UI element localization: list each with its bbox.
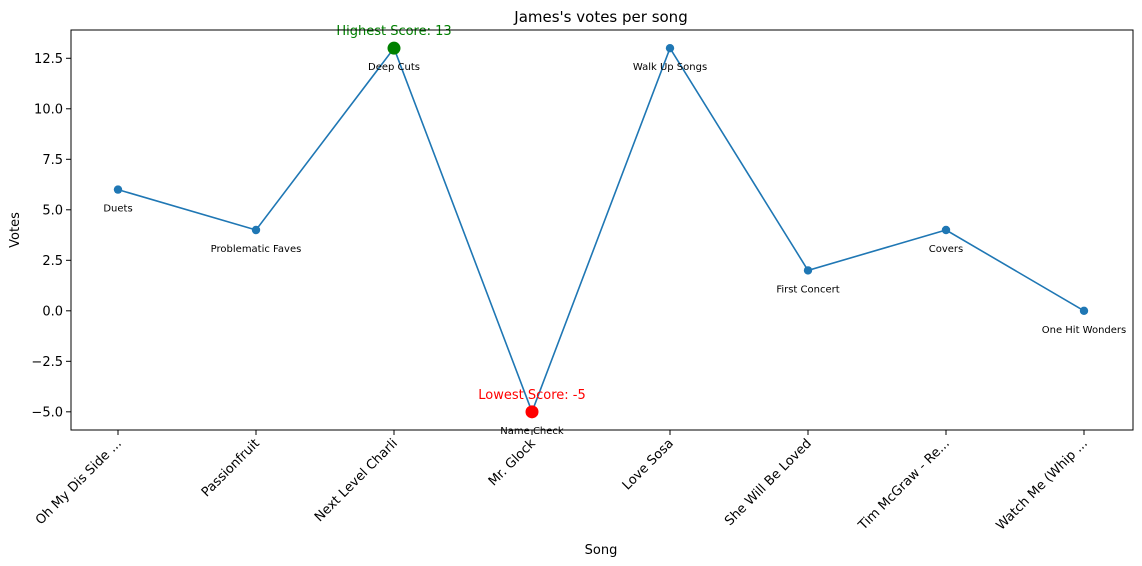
data-point bbox=[941, 225, 951, 235]
y-tick-label: 10.0 bbox=[34, 102, 63, 117]
data-point bbox=[251, 225, 261, 235]
x-tick-label: Passionfruit bbox=[199, 436, 263, 500]
point-label: First Concert bbox=[776, 284, 839, 295]
x-tick-label: Love Sosa bbox=[620, 436, 677, 493]
chart-title: James's votes per song bbox=[513, 8, 687, 26]
x-tick-label: Next Level Charli bbox=[312, 436, 401, 525]
x-axis-title: Song bbox=[585, 543, 618, 558]
x-tick-label: Mr. Glock bbox=[486, 436, 539, 489]
data-point bbox=[665, 43, 675, 53]
lowest-score-label: Lowest Score: -5 bbox=[478, 388, 586, 403]
point-label: Walk Up Songs bbox=[633, 62, 707, 73]
series-line bbox=[117, 46, 1085, 415]
x-tick-label: She Will Be Loved bbox=[722, 436, 815, 529]
data-point bbox=[1079, 306, 1089, 316]
x-tick-label: Tim McGraw - Re... bbox=[855, 436, 953, 534]
point-label: Duets bbox=[103, 204, 132, 215]
x-tick-label: Oh My Dis Side ... bbox=[33, 436, 125, 528]
x-tick-label: Watch Me (Whip ... bbox=[994, 436, 1091, 533]
y-tick-label: 2.5 bbox=[42, 254, 63, 269]
point-label: One Hit Wonders bbox=[1042, 325, 1127, 336]
data-point bbox=[113, 185, 123, 194]
highest-point bbox=[387, 41, 401, 55]
plot-frame bbox=[70, 29, 1134, 431]
point-label: Deep Cuts bbox=[368, 62, 420, 73]
highest-score-label: Highest Score: 13 bbox=[336, 24, 451, 39]
lowest-point bbox=[525, 405, 539, 419]
y-tick-label: −5.0 bbox=[31, 405, 63, 420]
y-tick-label: −2.5 bbox=[31, 355, 63, 370]
y-tick-label: 5.0 bbox=[42, 203, 63, 218]
y-tick-label: 12.5 bbox=[34, 52, 63, 67]
y-tick-label: 0.0 bbox=[42, 304, 63, 319]
point-label: Problematic Faves bbox=[211, 244, 302, 255]
data-point bbox=[803, 266, 813, 275]
y-tick-label: 7.5 bbox=[42, 153, 63, 168]
y-axis-title: Votes bbox=[8, 212, 23, 248]
point-label: Covers bbox=[929, 244, 964, 255]
